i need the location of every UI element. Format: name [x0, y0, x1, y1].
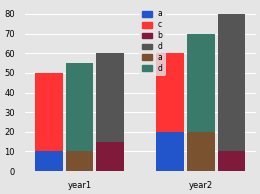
- Legend: a, c, b, d, a, d: a, c, b, d, a, d: [139, 6, 166, 76]
- Bar: [35, 73, 63, 152]
- Bar: [187, 132, 215, 171]
- Bar: [96, 53, 124, 142]
- Bar: [218, 152, 245, 171]
- Bar: [66, 63, 93, 152]
- Bar: [157, 53, 184, 132]
- Bar: [218, 14, 245, 152]
- Bar: [157, 132, 184, 171]
- Bar: [35, 152, 63, 171]
- Bar: [96, 142, 124, 171]
- Bar: [187, 34, 215, 132]
- Bar: [66, 152, 93, 171]
